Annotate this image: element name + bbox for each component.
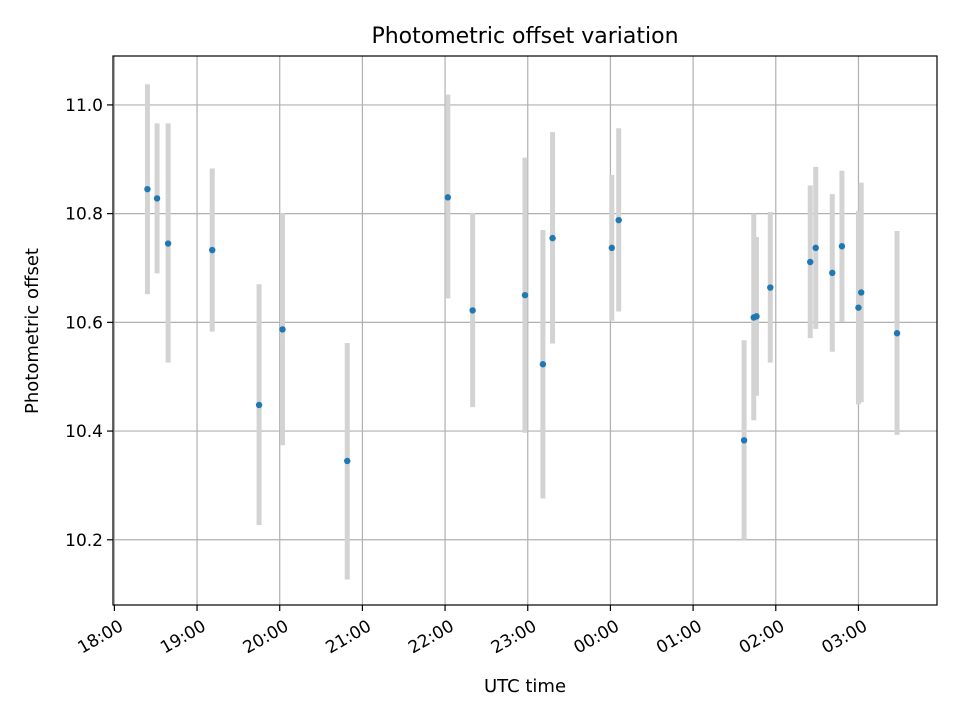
data-point (753, 313, 760, 320)
data-point (144, 185, 151, 193)
data-points (144, 185, 901, 465)
data-point (255, 401, 263, 409)
data-point (838, 243, 846, 250)
data-point (767, 284, 774, 291)
data-point (615, 216, 622, 224)
data-point (521, 291, 529, 299)
plot-frame (112, 55, 938, 606)
data-point (469, 307, 476, 314)
y-tick-label: 10.4 (65, 422, 103, 442)
y-axis-label: Photometric offset (22, 248, 43, 414)
x-gridlines (113, 56, 860, 605)
y-tick-label: 10.2 (65, 531, 103, 551)
data-point (893, 330, 901, 337)
data-point (812, 244, 819, 252)
data-point (444, 194, 452, 201)
y-tick-label: 10.8 (65, 205, 103, 225)
y-tick-label: 10.6 (65, 313, 103, 333)
y-axis: 10.2 10.4 10.6 10.8 11.0 (65, 96, 113, 551)
data-point (608, 244, 616, 252)
data-point (344, 457, 351, 465)
data-point (858, 289, 865, 296)
y-tick-label: 11.0 (65, 96, 103, 116)
x-axis-label: UTC time (484, 676, 566, 697)
data-point (829, 269, 836, 277)
data-point (740, 437, 748, 444)
data-point (549, 234, 556, 242)
data-point (855, 304, 862, 311)
data-point (807, 258, 814, 266)
data-point (153, 195, 161, 202)
data-point (164, 240, 172, 247)
data-point (539, 361, 547, 368)
data-point (279, 326, 286, 333)
data-point (209, 246, 216, 254)
chart-title: Photometric offset variation (371, 24, 678, 49)
